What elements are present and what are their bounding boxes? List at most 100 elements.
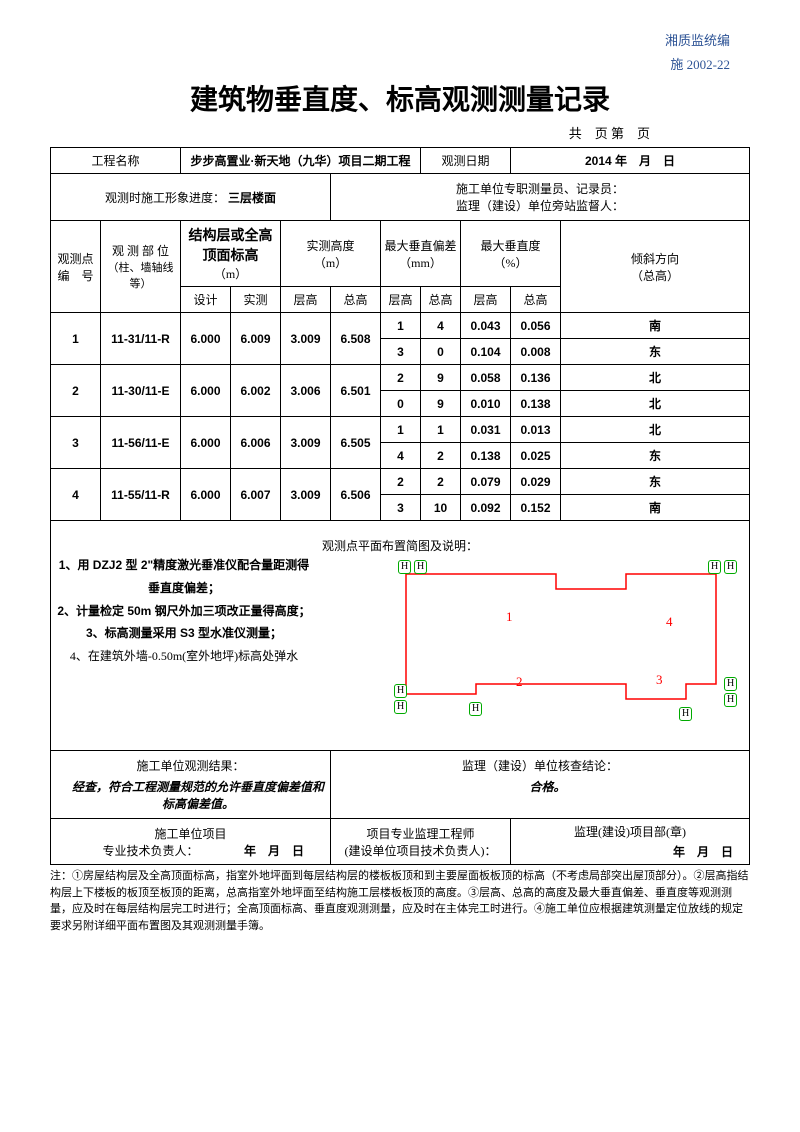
col-dev-text: 最大垂直偏差 [384,237,457,254]
col-tilt-sub: （总高） [564,267,746,284]
result-row: 施工单位观测结果： 经查，符合工程测量规范的允许垂直度偏差值和标高偏差值。 监理… [51,751,750,819]
cell-dir: 东 [561,339,750,365]
supervise-sign-cell: 监理(建设)项目部(章) 年 月 日 [511,819,750,865]
plan-diagram: HHHHHHHHHH1234 [376,554,746,734]
cell-vf: 0.031 [461,417,511,443]
cell-df: 1 [381,417,421,443]
marker-icon: H [679,707,692,721]
obs-date: 2014 年 月 日 [511,148,750,174]
construct-result-cell: 施工单位观测结果： 经查，符合工程测量规范的允许垂直度偏差值和标高偏差值。 [51,751,331,819]
cell-part: 11-56/11-E [101,417,181,469]
col-elev-unit: （m） [184,265,277,282]
cell-vf: 0.104 [461,339,511,365]
cell-dir: 南 [561,495,750,521]
cell-df: 0 [381,391,421,417]
cell-dt: 1 [421,417,461,443]
cell-df: 3 [381,339,421,365]
staff-line2: 监理（建设）单位旁站监督人： [337,197,743,214]
cell-design: 6.000 [181,469,231,521]
note-2: 2、计量检定 50m 钢尺外加三项改正量得高度； [54,600,314,623]
main-table: 工程名称 步步高置业·新天地（九华）项目二期工程 观测日期 2014 年 月 日… [50,147,750,865]
cell-part: 11-30/11-E [101,365,181,417]
label-project: 工程名称 [51,148,181,174]
cell-dt: 9 [421,391,461,417]
construct-result-text: 经查，符合工程测量规范的允许垂直度偏差值和标高偏差值。 [57,774,324,812]
col-vert-unit: （%） [464,254,557,271]
progress-value: 三层楼面 [228,191,276,205]
cell-actual: 6.006 [231,417,281,469]
cell-hfloor: 3.006 [281,365,331,417]
cell-df: 2 [381,365,421,391]
cell-dir: 东 [561,469,750,495]
cell-vf: 0.079 [461,469,511,495]
cell-vt: 0.013 [511,417,561,443]
col-vert: 最大垂直度 （%） [461,221,561,287]
supervise-unit: 监理(建设)项目部(章) [517,823,743,840]
form-code: 施 2002-22 [50,54,750,73]
note-4: 4、在建筑外墙-0.50m(室外地坪)标高处弹水 [54,645,314,668]
cell-df: 2 [381,469,421,495]
cell-vt: 0.008 [511,339,561,365]
cell-dir: 北 [561,417,750,443]
cell-vf: 0.092 [461,495,511,521]
col-meas-text: 实测高度 [284,237,377,254]
cell-df: 4 [381,443,421,469]
col-elev: 结构层或全高顶面标高 （m） [181,221,281,287]
diagram-row: 观测点平面布置简图及说明： 1、用 DZJ2 型 2"精度激光垂准仪配合量距测得… [51,521,750,751]
table-row: 411-55/11-R6.0006.0073.0096.506220.0790.… [51,469,750,495]
cell-actual: 6.002 [231,365,281,417]
form-org: 湘质监统编 [50,30,750,49]
cell-dir: 东 [561,443,750,469]
row-progress: 观测时施工形象进度： 三层楼面 施工单位专职测量员、记录员： 监理（建设）单位旁… [51,174,750,221]
marker-icon: H [708,560,721,574]
cell-design: 6.000 [181,417,231,469]
sub-total3: 总高 [511,287,561,313]
cell-hfloor: 3.009 [281,469,331,521]
table-row: 111-31/11-R6.0006.0093.0096.508140.0430.… [51,313,750,339]
supervise-result-text: 合格。 [337,774,743,795]
cell-dt: 9 [421,365,461,391]
cell-actual: 6.009 [231,313,281,365]
proj-engineer: 项目专业监理工程师 [337,825,504,842]
sub-floor3: 层高 [461,287,511,313]
cell-vt: 0.029 [511,469,561,495]
row-project: 工程名称 步步高置业·新天地（九华）项目二期工程 观测日期 2014 年 月 日 [51,148,750,174]
marker-icon: H [724,693,737,707]
construct-sign-cell: 施工单位项目 专业技术负责人： 年 月 日 [51,819,331,865]
staff-line1: 施工单位专职测量员、记录员： [337,180,743,197]
cell-htotal: 6.505 [331,417,381,469]
page-title: 建筑物垂直度、标高观测测量记录 [50,78,750,118]
diagram-cell: 观测点平面布置简图及说明： 1、用 DZJ2 型 2"精度激光垂准仪配合量距测得… [51,521,750,751]
col-part-text: 观 测 部 位 [104,242,177,259]
cell-vt: 0.136 [511,365,561,391]
notes-list: 1、用 DZJ2 型 2"精度激光垂准仪配合量距测得垂直度偏差； 2、计量检定 … [54,554,314,668]
cell-vf: 0.138 [461,443,511,469]
cell-dir: 北 [561,391,750,417]
project-name: 步步高置业·新天地（九华）项目二期工程 [181,148,421,174]
cell-part: 11-31/11-R [101,313,181,365]
diagram-point-label: 3 [656,672,663,688]
col-meas-unit: （m） [284,254,377,271]
tech-leader-label: 专业技术负责人： [102,844,198,858]
cell-df: 3 [381,495,421,521]
col-dev: 最大垂直偏差 （mm） [381,221,461,287]
cell-vf: 0.010 [461,391,511,417]
table-row: 311-56/11-E6.0006.0063.0096.505110.0310.… [51,417,750,443]
cell-vf: 0.043 [461,313,511,339]
cell-vt: 0.138 [511,391,561,417]
sub-floor1: 层高 [281,287,331,313]
cell-no: 1 [51,313,101,365]
cell-vf: 0.058 [461,365,511,391]
cell-progress: 观测时施工形象进度： 三层楼面 [51,174,331,221]
marker-icon: H [394,700,407,714]
sub-actual: 实测 [231,287,281,313]
table-row: 211-30/11-E6.0006.0023.0066.501290.0580.… [51,365,750,391]
header-row1: 观测点编 号 观 测 部 位 （柱、墙轴线等） 结构层或全高顶面标高 （m） 实… [51,221,750,287]
col-vert-text: 最大垂直度 [464,237,557,254]
cell-htotal: 6.508 [331,313,381,365]
sub-total1: 总高 [331,287,381,313]
marker-icon: H [724,677,737,691]
marker-icon: H [414,560,427,574]
cell-vt: 0.056 [511,313,561,339]
col-part-sub: （柱、墙轴线等） [104,259,177,291]
